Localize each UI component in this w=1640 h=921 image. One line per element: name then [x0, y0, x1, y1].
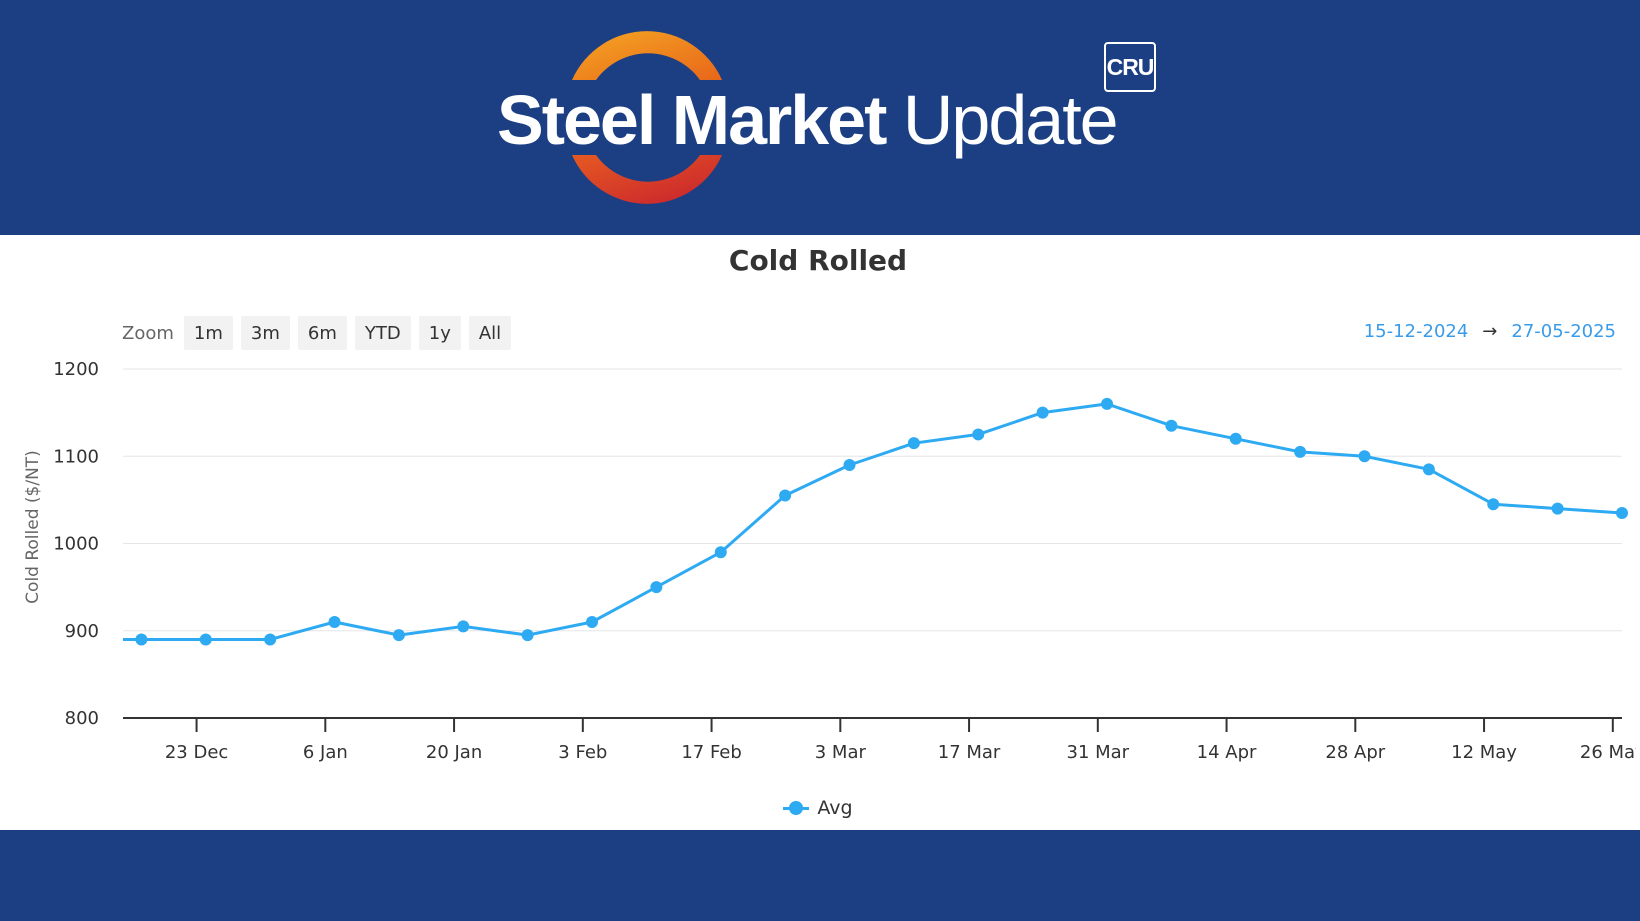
date-range: 15-12-2024 → 27-05-2025: [1364, 321, 1616, 342]
footer-banner: [0, 830, 1640, 921]
x-tick-label: 17 Feb: [681, 742, 742, 763]
chart-title: Cold Rolled: [728, 244, 908, 277]
data-point[interactable]: [1358, 450, 1371, 463]
line-chart: 800 900 1000 1100 1200 23 Dec 6 Jan 20 Jan 3 Feb…: [23, 359, 1636, 763]
legend-marker-icon: [783, 801, 810, 815]
chart-panel: Cold Rolled Zoom 1m 3m 6m YTD 1y All 15-…: [0, 235, 1640, 830]
data-point[interactable]: [1616, 506, 1628, 519]
data-point[interactable]: [1487, 498, 1500, 511]
x-tick-label: 23 Dec: [165, 742, 228, 763]
data-point[interactable]: [1101, 397, 1114, 410]
zoom-button-3m[interactable]: 3m: [240, 316, 290, 350]
x-tick-label: 17 Mar: [938, 742, 1001, 763]
data-point[interactable]: [586, 616, 599, 629]
zoom-button-ytd[interactable]: YTD: [354, 316, 411, 350]
chart-legend[interactable]: Avg: [0, 797, 1636, 819]
zoom-button-1y[interactable]: 1y: [418, 316, 461, 350]
data-point[interactable]: [1165, 419, 1178, 432]
x-tick-label: 3 Mar: [815, 742, 867, 763]
data-point[interactable]: [328, 616, 341, 629]
data-point[interactable]: [392, 629, 405, 642]
data-point[interactable]: [457, 620, 470, 633]
cru-badge: CRU: [1104, 42, 1156, 92]
x-tick-label: 6 Jan: [303, 742, 348, 763]
range-arrow-icon: →: [1482, 321, 1498, 342]
data-point[interactable]: [714, 546, 727, 559]
data-point[interactable]: [264, 633, 277, 646]
data-point[interactable]: [1036, 406, 1049, 419]
data-point[interactable]: [199, 633, 212, 646]
brand-bold: Steel Market: [497, 81, 887, 159]
zoom-controls: Zoom 1m 3m 6m YTD 1y All: [122, 315, 512, 351]
data-point[interactable]: [972, 428, 985, 441]
data-point[interactable]: [907, 437, 920, 450]
x-tick-label: 20 Jan: [426, 742, 482, 763]
x-tick-label: 12 May: [1451, 742, 1517, 763]
data-point[interactable]: [1551, 502, 1564, 515]
data-point[interactable]: [135, 633, 148, 646]
zoom-label: Zoom: [122, 322, 174, 344]
y-tick-label: 1100: [53, 446, 99, 467]
series-line-avg: [122, 402, 1623, 641]
data-point[interactable]: [779, 489, 792, 502]
x-tick-label: 31 Mar: [1067, 742, 1130, 763]
brand-light: Update: [902, 81, 1119, 159]
data-point[interactable]: [521, 629, 534, 642]
x-tick-label: 28 Apr: [1325, 742, 1385, 763]
grid-layer: [123, 368, 1622, 632]
axis-layer: 800 900 1000 1100 1200 23 Dec 6 Jan 20 Jan 3 Feb…: [53, 359, 1636, 763]
y-tick-label: 800: [65, 708, 99, 729]
y-axis-title: Cold Rolled ($/NT): [23, 450, 43, 604]
x-tick-label: 26 May: [1580, 742, 1636, 763]
brand-wordmark: Steel Market Update: [497, 78, 1119, 162]
zoom-button-all[interactable]: All: [468, 316, 512, 350]
series-layer: [122, 397, 1628, 646]
y-tick-label: 1000: [53, 534, 99, 555]
x-tick-label: 3 Feb: [558, 742, 607, 763]
header-banner: Steel Market Update CRU: [0, 0, 1640, 235]
data-point[interactable]: [1229, 432, 1242, 445]
data-point[interactable]: [843, 458, 856, 471]
data-point[interactable]: [1294, 445, 1307, 458]
range-from-input[interactable]: 15-12-2024: [1363, 321, 1469, 342]
legend-label: Avg: [817, 797, 853, 819]
zoom-button-1m[interactable]: 1m: [183, 316, 233, 350]
data-point[interactable]: [650, 581, 663, 594]
y-tick-label: 1200: [53, 359, 99, 380]
y-tick-label: 900: [65, 621, 99, 642]
zoom-button-6m[interactable]: 6m: [297, 316, 347, 350]
x-tick-label: 14 Apr: [1197, 742, 1257, 763]
range-to-input[interactable]: 27-05-2025: [1511, 321, 1616, 342]
logo-arc-icon: [572, 31, 722, 204]
data-point[interactable]: [1422, 463, 1435, 476]
